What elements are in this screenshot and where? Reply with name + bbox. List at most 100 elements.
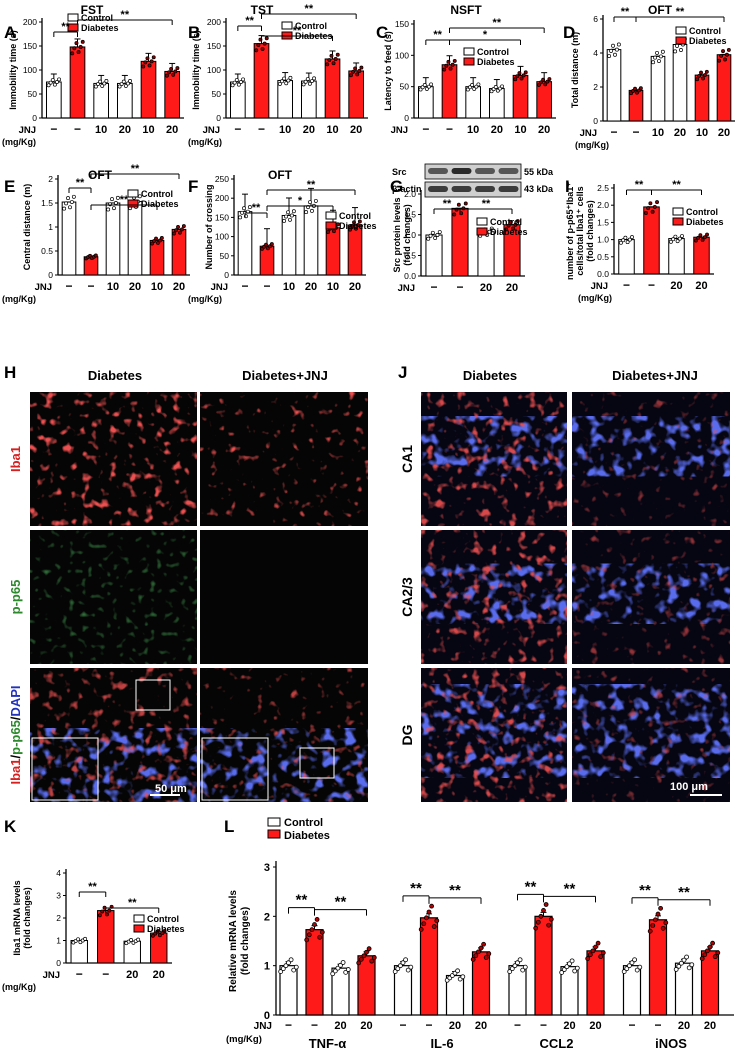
- data-point: [115, 195, 120, 200]
- row-label-region: CA2/3: [399, 577, 415, 617]
- data-point: [154, 236, 158, 241]
- data-point: [633, 86, 637, 91]
- data-point: [689, 962, 695, 968]
- data-point: [345, 967, 351, 972]
- data-point: [719, 53, 724, 58]
- data-point: [238, 215, 243, 220]
- data-point: [286, 960, 291, 966]
- blot-src-band: [475, 168, 495, 174]
- data-point: [150, 933, 155, 938]
- data-point: [314, 917, 320, 922]
- bar: [512, 74, 529, 119]
- data-point: [574, 965, 580, 971]
- data-point: [634, 967, 640, 973]
- data-point: [309, 927, 315, 933]
- data-point: [123, 83, 128, 88]
- y-axis-label: (fold changes): [585, 200, 595, 262]
- data-point: [523, 70, 528, 75]
- data-point: [508, 220, 513, 224]
- row-label-pp65: p-p65: [8, 580, 23, 615]
- bar: [471, 951, 491, 1016]
- blot-src-band: [498, 168, 519, 174]
- y-tick-label: 0.0: [404, 271, 416, 281]
- data-point: [710, 940, 715, 946]
- bar: [668, 238, 685, 275]
- dose-label: 10: [279, 124, 291, 136]
- data-point: [136, 937, 141, 942]
- data-point: [325, 62, 330, 67]
- data-point: [546, 922, 552, 928]
- sig-mark: **: [635, 179, 644, 191]
- data-point: [282, 76, 287, 81]
- group-label: iNOS: [655, 1036, 687, 1051]
- row-label-part: /: [8, 754, 23, 758]
- legend-label-diabetes: Diabetes: [339, 221, 377, 231]
- sig-mark: *: [298, 195, 303, 207]
- data-point: [621, 238, 626, 243]
- dose-label: 20: [449, 1020, 461, 1032]
- data-point: [113, 201, 118, 205]
- y-axis-label: Iba1 mRNA levels: [12, 880, 22, 955]
- data-point: [159, 236, 164, 240]
- data-point: [283, 963, 289, 969]
- data-point: [181, 224, 186, 229]
- bar: [61, 201, 77, 276]
- blot-src-band: [428, 168, 448, 174]
- panel-title: OFT: [268, 168, 293, 182]
- data-point: [705, 232, 709, 237]
- iba1-signal: [421, 530, 567, 664]
- data-point: [355, 223, 360, 228]
- dose-label: −: [425, 1018, 432, 1032]
- data-point: [454, 207, 459, 212]
- data-point: [520, 967, 526, 973]
- data-point: [332, 229, 336, 234]
- bar: [140, 60, 157, 119]
- sig-mark: **: [121, 9, 130, 21]
- dose-label: −: [87, 279, 94, 293]
- data-point: [71, 194, 76, 199]
- data-point: [481, 941, 487, 947]
- data-point: [230, 83, 235, 88]
- data-point: [172, 231, 177, 236]
- iba1-signal: [572, 668, 730, 802]
- data-point: [403, 957, 409, 963]
- panel-title: TST: [251, 3, 274, 17]
- data-point: [660, 925, 666, 931]
- data-point: [102, 81, 107, 86]
- jnj-label: JNJ: [35, 282, 52, 293]
- data-point: [533, 925, 539, 931]
- data-point: [277, 81, 282, 86]
- data-point: [369, 958, 375, 964]
- bar: [229, 81, 246, 119]
- data-point: [704, 69, 709, 74]
- legend-label-control: Control: [147, 914, 179, 924]
- dose-label: 10: [151, 281, 163, 293]
- data-point: [509, 966, 515, 972]
- sig-mark: **: [639, 882, 651, 899]
- y-tick-label: 2: [264, 911, 270, 923]
- data-point: [254, 48, 259, 53]
- jnj-unit: (mg/Kg): [2, 982, 36, 992]
- data-point: [724, 52, 729, 57]
- data-point: [395, 966, 401, 972]
- data-point: [671, 237, 676, 242]
- y-tick-label: 2: [56, 913, 61, 923]
- jnj-label: JNJ: [19, 125, 36, 136]
- dose-label: −: [258, 122, 265, 136]
- row-label-part: p-p65: [8, 720, 23, 755]
- dose-label: 20: [126, 969, 138, 981]
- y-axis-label: Relative mRNA levels: [228, 890, 239, 992]
- dose-label: 20: [360, 1020, 372, 1032]
- dose-label: −: [623, 278, 630, 292]
- sig-mark: **: [76, 177, 85, 189]
- bar: [237, 211, 253, 276]
- panel-I: I 0.0 0.5 1.0 1.5 2.0 2.5 number of p-p65⁺Iba1⁺…: [565, 177, 724, 303]
- row-label-region: CA1: [399, 445, 415, 473]
- data-point: [630, 235, 634, 240]
- sig-mark: **: [482, 198, 491, 210]
- bar: [700, 950, 720, 1016]
- data-point: [506, 223, 511, 228]
- data-point: [291, 209, 296, 214]
- bar: [305, 929, 324, 1016]
- data-point: [433, 236, 438, 240]
